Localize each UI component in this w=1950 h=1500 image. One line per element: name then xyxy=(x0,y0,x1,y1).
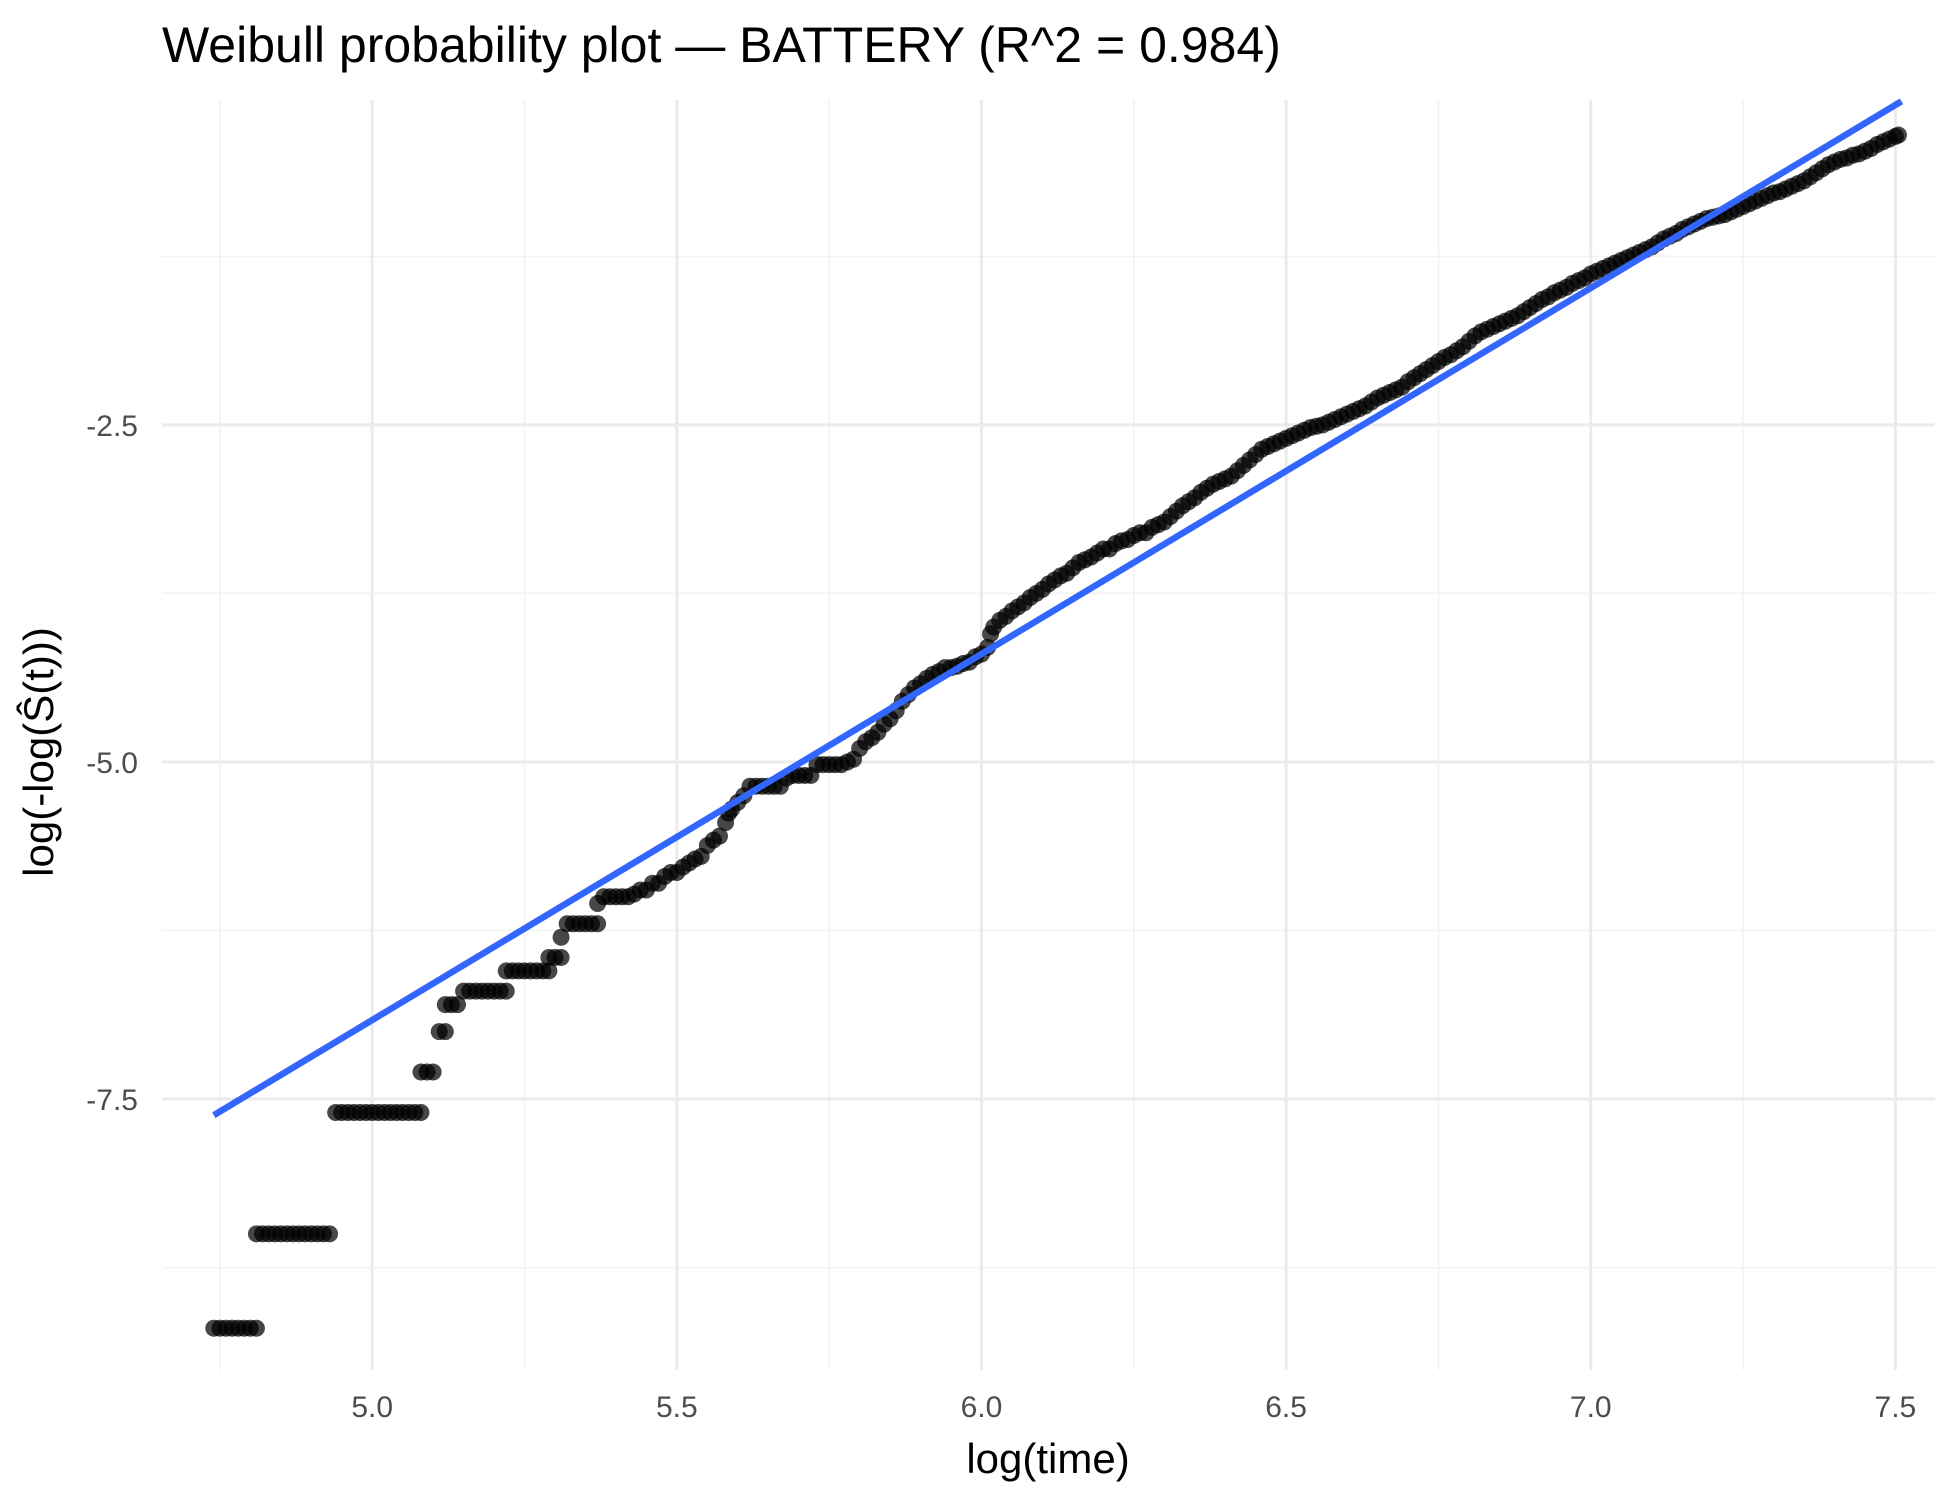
x-tick-label: 5.0 xyxy=(351,1391,393,1424)
y-tick-label: -2.5 xyxy=(86,410,138,443)
data-point xyxy=(424,1063,442,1081)
minor-gridlines xyxy=(162,100,1935,1370)
data-points xyxy=(205,126,1907,1337)
x-tick-label: 6.0 xyxy=(961,1391,1003,1424)
data-point xyxy=(412,1103,430,1121)
x-tick-label: 5.5 xyxy=(656,1391,698,1424)
data-point xyxy=(449,996,466,1014)
y-tick-label: -5.0 xyxy=(86,747,138,780)
data-point xyxy=(321,1225,339,1243)
data-point xyxy=(247,1319,265,1337)
data-point xyxy=(540,962,558,980)
chart-title: Weibull probability plot — BATTERY (R^2 … xyxy=(162,17,1281,73)
x-axis-title: log(time) xyxy=(966,1435,1129,1482)
x-tick-label: 6.5 xyxy=(1265,1391,1307,1424)
data-point xyxy=(436,1023,454,1041)
data-point xyxy=(1889,126,1907,144)
x-tick-label: 7.5 xyxy=(1875,1391,1917,1424)
data-point xyxy=(497,982,515,1000)
y-axis-title: log(-log(Ŝ(t))) xyxy=(15,627,62,877)
x-axis-ticks: 5.0 5.5 6.0 6.5 7.0 7.5 xyxy=(351,1391,1916,1424)
data-point xyxy=(552,928,570,946)
major-gridlines xyxy=(162,100,1935,1370)
fit-line xyxy=(212,98,1904,1118)
data-point xyxy=(552,948,570,966)
y-tick-label: -7.5 xyxy=(86,1084,138,1117)
data-point xyxy=(589,915,607,933)
fit-line-layer xyxy=(212,98,1904,1118)
y-axis-ticks: -2.5 -5.0 -7.5 xyxy=(86,410,138,1117)
x-tick-label: 7.0 xyxy=(1570,1391,1612,1424)
data-point xyxy=(710,827,728,845)
